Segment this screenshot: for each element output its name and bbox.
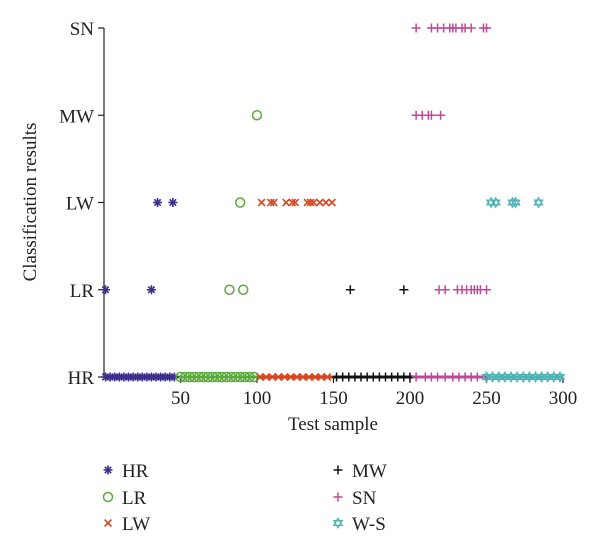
point-sn-0: [411, 372, 421, 382]
legend-label-lr: LR: [122, 488, 147, 509]
point-lw-23: [328, 198, 336, 207]
point-lw-16: [288, 198, 297, 207]
x-tick-label-200: 200: [396, 388, 425, 409]
point-lw-18: [303, 198, 312, 207]
legend-item-lw: LW: [104, 514, 150, 535]
legend-item-w-s: W-S: [332, 514, 386, 535]
y-tick-label-mw: MW: [59, 106, 94, 127]
point-lw-15: [282, 198, 291, 207]
x-tick-label-100: 100: [243, 388, 272, 409]
point-lw-7: [298, 373, 307, 381]
point-lw-3: [274, 373, 283, 381]
point-mw-14: [399, 285, 409, 295]
legend-marker-sn: [333, 492, 343, 502]
point-sn-4: [440, 372, 450, 382]
x-tick-label-300: 300: [549, 388, 578, 409]
legend: HR LR LW MW SN W-S: [102, 461, 387, 535]
point-mw-13: [345, 285, 355, 295]
x-tick-label-50: 50: [171, 388, 190, 409]
point-sn-19: [482, 285, 491, 295]
x-tick-label-250: 250: [472, 388, 501, 409]
point-w-s-14: [490, 196, 501, 209]
legend-item-mw: MW: [333, 461, 387, 482]
y-tick-label-hr: HR: [68, 368, 95, 389]
legend-item-hr: HR: [103, 461, 149, 482]
point-lw-17: [291, 198, 300, 207]
y-tick-label-lr: LR: [70, 281, 95, 302]
y-tick-label-sn: SN: [70, 19, 95, 40]
point-w-s-16: [510, 196, 521, 209]
point-hr-18: [153, 198, 163, 207]
y-axis-label: Classification results: [20, 123, 41, 282]
point-sn-34: [466, 23, 476, 33]
point-lw-1: [262, 373, 271, 381]
y-tick-label-lw: LW: [66, 194, 94, 215]
y-ticks: HR LR LW MW SN: [59, 19, 104, 389]
legend-label-sn: SN: [352, 488, 377, 509]
point-lw-4: [280, 373, 289, 381]
point-lr-18: [237, 284, 249, 295]
legend-item-sn: SN: [333, 488, 377, 509]
x-axis-label: Test sample: [288, 414, 378, 435]
point-lw-20: [309, 198, 318, 207]
point-lw-6: [292, 373, 301, 381]
point-lr-20: [251, 110, 263, 121]
point-lr-16: [248, 371, 260, 383]
point-lw-21: [315, 198, 324, 207]
point-lr-19: [234, 197, 246, 208]
legend-marker-lr: [102, 491, 114, 503]
point-lw-9: [311, 373, 320, 381]
point-lw-5: [286, 373, 295, 381]
point-sn-23: [426, 110, 436, 120]
point-w-s-17: [533, 196, 544, 209]
legend-marker-hr: [103, 465, 113, 475]
point-lr-15: [244, 371, 255, 383]
point-lr-17: [224, 284, 235, 295]
legend-label-mw: MW: [352, 461, 387, 482]
point-sn-25: [411, 23, 421, 33]
point-w-s-12: [554, 371, 566, 383]
legend-item-lr: LR: [102, 488, 147, 509]
point-hr-16: [101, 285, 111, 295]
point-lw-13: [266, 198, 275, 207]
point-lw-22: [321, 198, 330, 207]
point-lw-11: [323, 373, 332, 381]
data-points: [101, 23, 566, 383]
legend-marker-mw: [333, 465, 343, 475]
point-lw-19: [306, 198, 315, 207]
point-sn-11: [440, 285, 450, 295]
point-hr-19: [168, 198, 178, 207]
point-sn-3: [433, 372, 443, 382]
point-sn-36: [482, 23, 491, 33]
point-hr-17: [146, 285, 156, 295]
point-lw-8: [305, 373, 313, 381]
point-lw-12: [257, 198, 266, 207]
point-sn-9: [472, 372, 482, 382]
x-ticks: 50 100 150 200 250 300: [171, 377, 577, 409]
point-lw-0: [256, 373, 265, 381]
legend-label-hr: HR: [122, 461, 149, 482]
legend-marker-w-s: [332, 517, 344, 529]
point-lw-2: [268, 373, 277, 381]
point-sn-24: [436, 110, 446, 120]
legend-label-lw: LW: [122, 514, 150, 535]
legend-marker-lw: [104, 519, 112, 527]
point-w-s-13: [485, 196, 497, 209]
point-lw-14: [269, 198, 278, 207]
x-tick-label-150: 150: [319, 388, 348, 409]
legend-label-w-s: W-S: [352, 514, 386, 535]
point-lw-10: [317, 373, 326, 381]
